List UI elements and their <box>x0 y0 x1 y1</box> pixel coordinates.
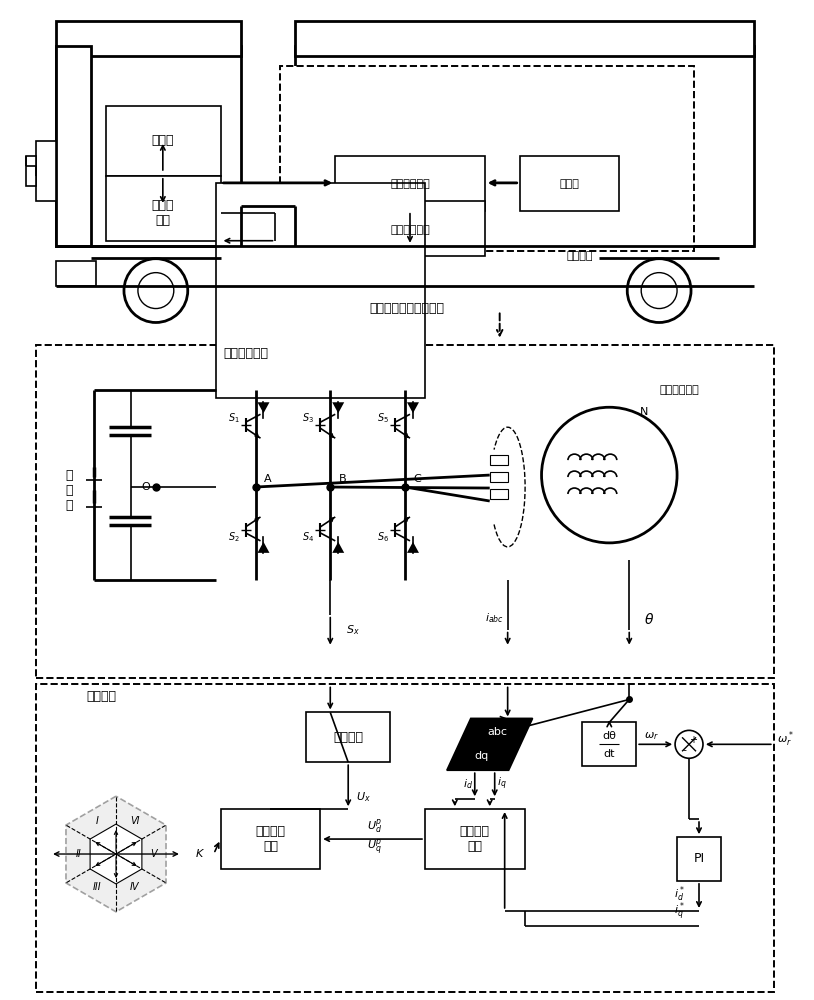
Text: $S_x$: $S_x$ <box>346 623 360 637</box>
Bar <box>490 455 508 465</box>
Bar <box>106 106 221 176</box>
Bar <box>295 21 754 56</box>
Text: $i_{abc}$: $i_{abc}$ <box>485 611 504 625</box>
Bar <box>326 76 380 131</box>
Bar <box>56 46 91 246</box>
Polygon shape <box>66 796 166 912</box>
Bar <box>281 66 694 251</box>
Text: $\omega_r^*$: $\omega_r^*$ <box>777 730 794 749</box>
Bar <box>519 156 619 211</box>
Bar <box>490 472 508 482</box>
Text: dq: dq <box>475 751 489 761</box>
Polygon shape <box>257 402 269 413</box>
Text: $S_6$: $S_6$ <box>377 530 389 544</box>
Text: abc: abc <box>488 727 508 737</box>
Bar <box>505 76 559 131</box>
Bar <box>56 46 241 246</box>
Text: 电压矢量
选择: 电压矢量 选择 <box>256 825 286 853</box>
Bar <box>26 156 37 186</box>
Bar <box>37 141 56 201</box>
Text: I: I <box>96 816 98 826</box>
Text: IV: IV <box>130 882 139 892</box>
Bar <box>56 21 241 56</box>
Text: 工控机: 工控机 <box>151 134 174 147</box>
Bar <box>306 712 390 762</box>
Text: C: C <box>413 474 421 484</box>
Text: $\theta$: $\theta$ <box>644 612 654 627</box>
Text: K: K <box>195 849 203 859</box>
Text: N: N <box>640 407 649 417</box>
Text: 定子电压
预测: 定子电压 预测 <box>460 825 490 853</box>
Text: 能量转换装置: 能量转换装置 <box>390 179 430 189</box>
Text: 蓄电池: 蓄电池 <box>559 179 580 189</box>
Bar <box>56 261 96 286</box>
Bar <box>335 201 484 256</box>
Text: $S_3$: $S_3$ <box>302 411 314 425</box>
Text: 永磁同步电机: 永磁同步电机 <box>390 225 430 235</box>
Bar <box>415 76 470 131</box>
Text: A: A <box>264 474 271 484</box>
Text: 蓄
电
池: 蓄 电 池 <box>65 469 73 512</box>
Bar <box>106 176 221 241</box>
Text: +: + <box>689 735 697 745</box>
Text: $S_2$: $S_2$ <box>228 530 239 544</box>
Bar <box>216 183 425 398</box>
Bar <box>677 837 721 881</box>
Polygon shape <box>332 402 344 413</box>
Text: PI: PI <box>694 852 705 865</box>
Text: B: B <box>339 474 346 484</box>
Text: 整车控
制器: 整车控 制器 <box>151 199 174 227</box>
Text: $U_q^p$: $U_q^p$ <box>367 837 383 857</box>
Text: $S_1$: $S_1$ <box>228 411 239 425</box>
Text: VI: VI <box>130 816 139 826</box>
Text: 能量转换装置: 能量转换装置 <box>223 347 268 360</box>
Text: $i_q^*$: $i_q^*$ <box>673 901 685 923</box>
Polygon shape <box>407 542 419 553</box>
Text: $S_4$: $S_4$ <box>302 530 314 544</box>
Text: 开关信号: 开关信号 <box>333 731 363 744</box>
Text: dθ: dθ <box>602 731 616 741</box>
Polygon shape <box>447 718 532 770</box>
Text: $i_d$: $i_d$ <box>463 777 473 791</box>
Bar <box>37 345 774 678</box>
Bar <box>335 156 484 211</box>
Bar <box>295 46 754 246</box>
Text: $i_q$: $i_q$ <box>497 776 506 792</box>
Polygon shape <box>332 542 344 553</box>
Text: O: O <box>142 482 151 492</box>
Text: 控制策略: 控制策略 <box>86 690 116 703</box>
Polygon shape <box>407 402 419 413</box>
Bar <box>425 809 524 869</box>
Bar <box>490 489 508 499</box>
Text: $U_d^p$: $U_d^p$ <box>367 818 383 836</box>
Polygon shape <box>257 542 269 553</box>
Bar <box>582 722 637 766</box>
Text: $i_d^*$: $i_d^*$ <box>673 884 685 904</box>
Text: $\omega_r$: $\omega_r$ <box>644 730 659 742</box>
Text: III: III <box>93 882 102 892</box>
Text: dt: dt <box>603 749 615 759</box>
Text: 矿井电机车系统示意图: 矿井电机车系统示意图 <box>370 302 444 315</box>
Text: 永磁同步电机: 永磁同步电机 <box>659 385 699 395</box>
Text: -: - <box>682 745 686 755</box>
Polygon shape <box>90 824 142 884</box>
Text: V: V <box>151 849 157 859</box>
Text: 驱动系统: 驱动系统 <box>567 251 593 261</box>
Text: $S_5$: $S_5$ <box>377 411 389 425</box>
Bar <box>221 809 320 869</box>
Bar <box>37 684 774 992</box>
Text: $U_x$: $U_x$ <box>356 790 370 804</box>
Text: II: II <box>76 849 81 859</box>
